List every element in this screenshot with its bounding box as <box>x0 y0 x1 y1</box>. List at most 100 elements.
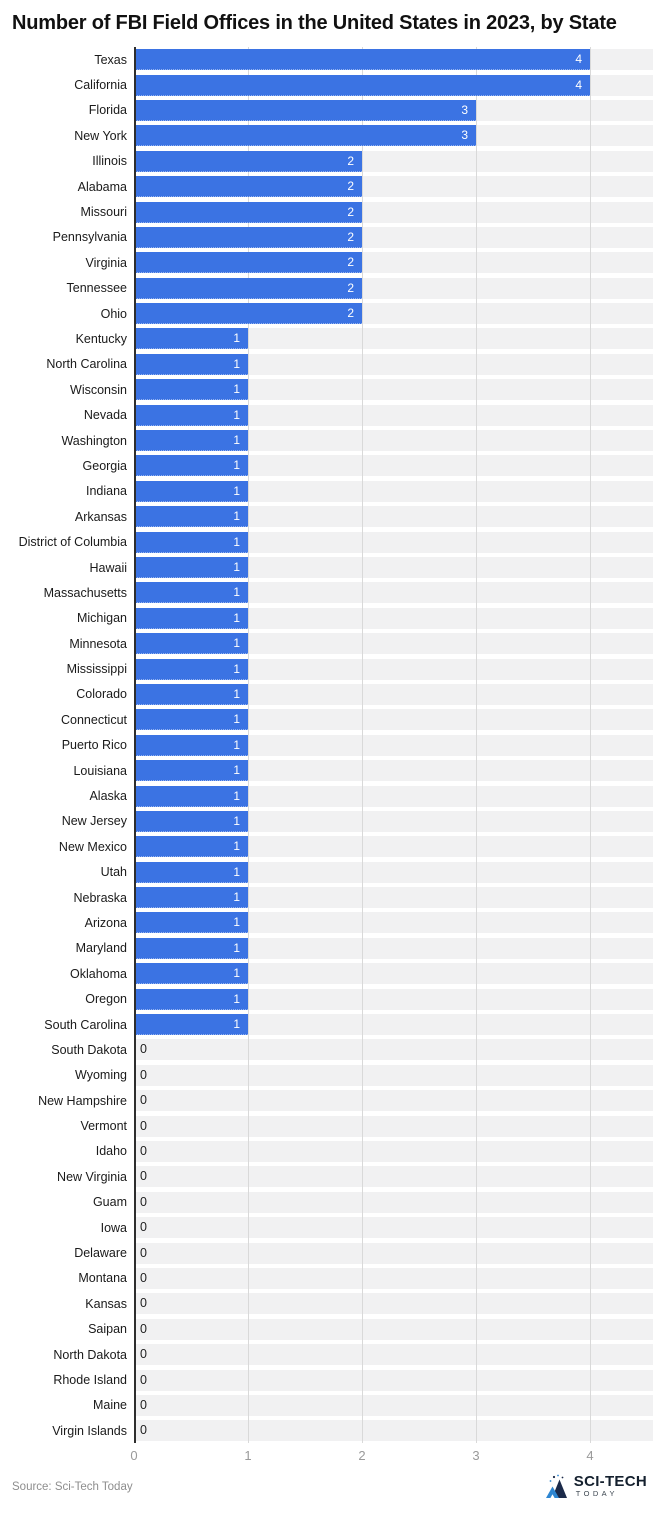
bar: 1 <box>134 683 248 705</box>
chart-row: Michigan 1 <box>0 606 657 631</box>
bar: 1 <box>134 582 248 604</box>
value-label: 2 <box>347 204 354 219</box>
bar: 1 <box>134 810 248 832</box>
bar-track: 1 <box>134 633 653 655</box>
value-label: 2 <box>347 280 354 295</box>
chart-row: Mississippi 1 <box>0 656 657 681</box>
category-label: Kentucky <box>75 331 127 346</box>
category-label: Washington <box>61 433 127 448</box>
category-label: Indiana <box>85 484 127 499</box>
category-label: Ohio <box>100 306 127 321</box>
category-label: Hawaii <box>89 560 127 575</box>
chart-row: California 4 <box>0 72 657 97</box>
chart-row: Virginia 2 <box>0 250 657 275</box>
category-label: New Mexico <box>58 839 127 854</box>
bar-track: 0 <box>134 1344 653 1366</box>
chart-row: Alabama 2 <box>0 174 657 199</box>
value-label: 1 <box>233 712 240 727</box>
bar: 2 <box>134 201 362 223</box>
chart-row: Illinois 2 <box>0 149 657 174</box>
bar-track: 3 <box>134 125 653 147</box>
x-tick-label: 4 <box>586 1448 594 1464</box>
category-label: South Carolina <box>44 1017 127 1032</box>
bar-track: 1 <box>134 557 653 578</box>
value-label: 1 <box>233 636 240 651</box>
bar-track: 1 <box>134 379 653 401</box>
bar-track: 1 <box>134 683 653 705</box>
category-label: Arizona <box>84 915 127 930</box>
chart-row: Indiana 1 <box>0 479 657 504</box>
bar-track: 1 <box>134 430 653 452</box>
category-label: Maryland <box>75 941 127 956</box>
x-tick-label: 3 <box>472 1448 480 1464</box>
bar: 1 <box>134 760 248 782</box>
value-label: 1 <box>233 991 240 1006</box>
category-label: Maine <box>92 1398 127 1413</box>
bar-track: 1 <box>134 404 653 426</box>
value-label: 1 <box>233 483 240 498</box>
chart-row: South Dakota 0 <box>0 1037 657 1062</box>
logo-line2: TODAY <box>575 1489 618 1499</box>
value-label: 1 <box>233 686 240 701</box>
chart-row: North Dakota 0 <box>0 1342 657 1367</box>
chart-row: District of Columbia 1 <box>0 529 657 554</box>
value-label: 0 <box>140 1143 147 1158</box>
value-label: 0 <box>140 1270 147 1285</box>
value-label: 1 <box>233 433 240 448</box>
bar-track: 4 <box>134 74 653 96</box>
bar: 1 <box>134 531 248 553</box>
chart-row: Saipan 0 <box>0 1317 657 1342</box>
category-label: South Dakota <box>51 1042 127 1057</box>
bar-track: 1 <box>134 861 653 883</box>
value-label: 1 <box>233 458 240 473</box>
value-label: 0 <box>140 1397 147 1412</box>
value-label: 4 <box>575 77 582 92</box>
value-label: 0 <box>140 1347 147 1362</box>
bar-chart: Texas 4 California 4 Florida 3 New York 3 Illino… <box>0 47 657 1467</box>
bar: 1 <box>134 557 248 578</box>
chart-row: Wisconsin 1 <box>0 377 657 402</box>
bar-track: 1 <box>134 1014 653 1036</box>
sci-tech-today-logo: SCI-TECH TODAY <box>544 1473 647 1500</box>
chart-row: Vermont 0 <box>0 1113 657 1138</box>
bar: 1 <box>134 455 248 477</box>
bar-track: 1 <box>134 785 653 807</box>
category-label: Iowa <box>100 1220 127 1235</box>
category-label: Nevada <box>83 408 127 423</box>
value-label: 1 <box>233 610 240 625</box>
category-label: Oregon <box>85 992 127 1007</box>
value-label: 0 <box>140 1042 147 1057</box>
value-label: 1 <box>233 915 240 930</box>
category-label: Alaska <box>89 789 127 804</box>
bar-track: 0 <box>134 1166 653 1188</box>
chart-title: Number of FBI Field Offices in the Unite… <box>12 12 617 34</box>
value-label: 1 <box>233 940 240 955</box>
category-label: Kansas <box>85 1296 127 1311</box>
bar-track: 1 <box>134 328 653 350</box>
bar: 1 <box>134 1014 248 1036</box>
chart-footer: Source: Sci-Tech Today SCI-TECH TODAY <box>0 1467 657 1500</box>
value-label: 0 <box>140 1372 147 1387</box>
bar: 1 <box>134 861 248 883</box>
category-label: Guam <box>92 1195 127 1210</box>
bar-track: 1 <box>134 912 653 934</box>
category-label: Rhode Island <box>53 1373 127 1387</box>
chart-row: New York 3 <box>0 123 657 148</box>
chart-row: Iowa 0 <box>0 1215 657 1240</box>
bar-track: 0 <box>134 1318 653 1340</box>
category-label: Saipan <box>88 1322 127 1337</box>
value-label: 2 <box>347 179 354 194</box>
bar-track: 1 <box>134 506 653 528</box>
value-label: 1 <box>233 509 240 524</box>
chart-row: Montana 0 <box>0 1266 657 1291</box>
chart-row: Missouri 2 <box>0 199 657 224</box>
chart-row: Nebraska 1 <box>0 885 657 910</box>
x-tick-label: 2 <box>358 1448 366 1464</box>
chart-row: Maryland 1 <box>0 936 657 961</box>
bar: 1 <box>134 836 248 858</box>
bar: 1 <box>134 937 248 959</box>
bar: 1 <box>134 633 248 655</box>
bar-track: 0 <box>134 1242 653 1264</box>
chart-row: Maine 0 <box>0 1393 657 1418</box>
chart-row: Louisiana 1 <box>0 758 657 783</box>
